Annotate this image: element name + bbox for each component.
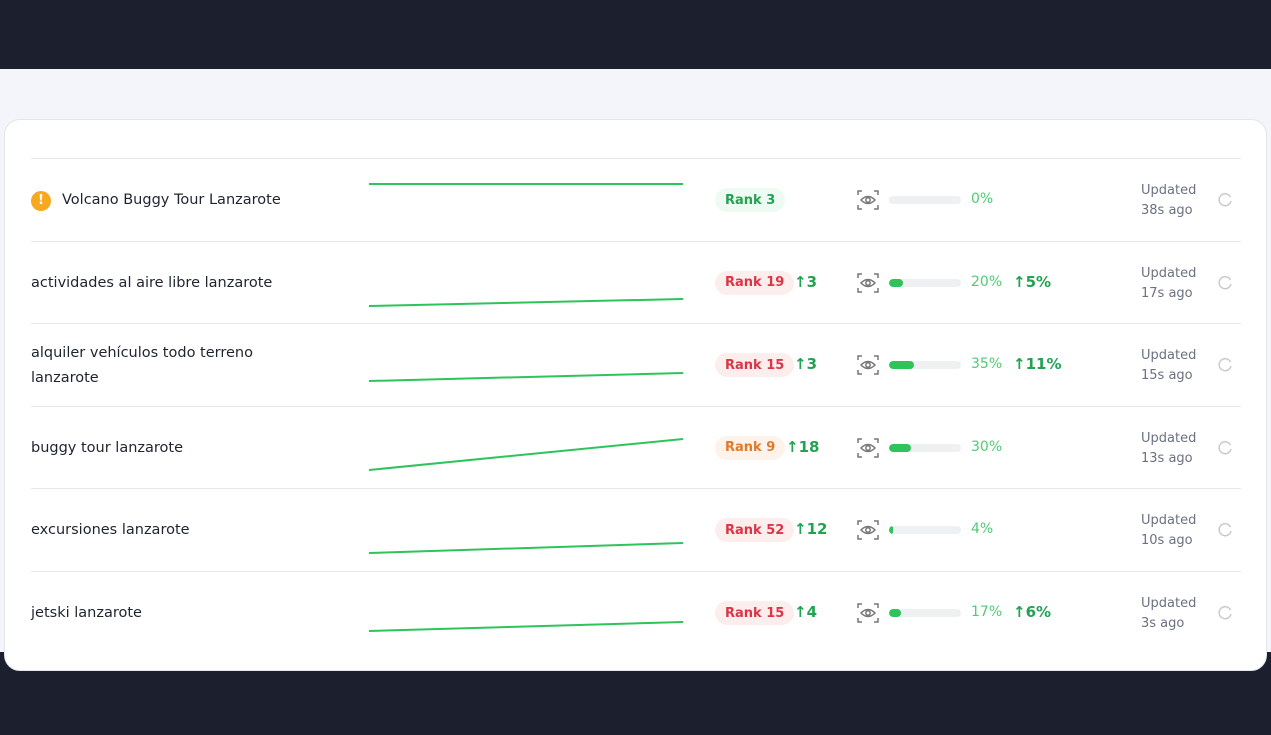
visibility-percent: 35% bbox=[971, 356, 1003, 373]
keyword-text: buggy tour lanzarote bbox=[31, 439, 184, 456]
warning-icon: ! bbox=[31, 190, 51, 211]
visibility-percent: 0% bbox=[971, 191, 994, 207]
keyword-row[interactable]: jetski lanzarote Rank 15 ↑4 17% ↑6% Updated 3s… bbox=[31, 571, 1241, 654]
keyword-row[interactable]: alquiler vehículos todo terreno lanzarot… bbox=[31, 323, 1241, 406]
visibility-change: ↑11% bbox=[1013, 355, 1062, 374]
eye-scan-icon[interactable] bbox=[857, 437, 879, 459]
eye-scan-icon[interactable] bbox=[857, 602, 879, 624]
visibility-fill bbox=[889, 526, 894, 535]
updated-time: Updated 13s ago bbox=[1141, 430, 1197, 466]
visibility-bar bbox=[889, 361, 961, 370]
refresh-icon[interactable] bbox=[1217, 605, 1233, 621]
visibility-bar bbox=[889, 526, 961, 535]
visibility-bar bbox=[889, 278, 961, 287]
top-bar bbox=[0, 0, 1271, 69]
rank-change: ↑4 bbox=[794, 603, 818, 621]
keyword-row[interactable]: actividades al aire libre lanzarote Rank … bbox=[31, 240, 1241, 325]
rank-badge: Rank 19 bbox=[715, 270, 795, 295]
visibility-percent: 4% bbox=[971, 521, 994, 538]
visibility-bar bbox=[889, 443, 961, 452]
eye-scan-icon[interactable] bbox=[857, 354, 879, 376]
eye-scan-icon[interactable] bbox=[857, 189, 879, 211]
rank-sparkline bbox=[369, 437, 684, 471]
rank-sparkline bbox=[369, 372, 684, 383]
updated-time: Updated 3s ago bbox=[1141, 596, 1197, 631]
eye-scan-icon[interactable] bbox=[857, 272, 879, 294]
keyword-text: alquiler vehículos todo terreno lanzarot… bbox=[31, 344, 253, 386]
updated-time: Updated 15s ago bbox=[1141, 348, 1197, 384]
sparkline-line bbox=[369, 621, 684, 632]
rank-sparkline bbox=[369, 621, 684, 632]
updated-time: Updated 38s ago bbox=[1141, 183, 1197, 218]
visibility-percent: 30% bbox=[971, 438, 1003, 455]
visibility-percent: 17% bbox=[971, 604, 1003, 620]
keyword-cell: alquiler vehículos todo terreno lanzarot… bbox=[31, 324, 311, 407]
keyword-row[interactable]: buggy tour lanzarote Rank 9 ↑18 30% Updated 1… bbox=[31, 405, 1241, 490]
keyword-cell: ! Volcano Buggy Tour Lanzarote bbox=[31, 159, 311, 242]
updated-time: Updated 10s ago bbox=[1141, 513, 1197, 549]
arrow-up-icon: ↑ bbox=[794, 272, 807, 291]
rank-badge: Rank 9 bbox=[715, 435, 786, 460]
keyword-cell: excursiones lanzarote bbox=[31, 489, 311, 572]
visibility-bar bbox=[889, 609, 961, 617]
arrow-up-icon: ↑ bbox=[1013, 272, 1026, 291]
arrow-up-icon: ↑ bbox=[786, 437, 799, 456]
sparkline-line bbox=[369, 437, 684, 471]
rank-badge: Rank 52 bbox=[715, 518, 795, 543]
arrow-up-icon: ↑ bbox=[1013, 355, 1026, 374]
rank-badge: Rank 3 bbox=[715, 188, 786, 212]
keyword-text: excursiones lanzarote bbox=[31, 522, 190, 539]
keyword-cell: actividades al aire libre lanzarote bbox=[31, 242, 311, 325]
rank-badge: Rank 15 bbox=[715, 601, 795, 625]
rank-sparkline bbox=[369, 542, 684, 555]
updated-time: Updated 17s ago bbox=[1141, 265, 1197, 301]
refresh-icon[interactable] bbox=[1217, 522, 1233, 538]
sparkline-line bbox=[369, 542, 684, 555]
keyword-text: jetski lanzarote bbox=[31, 605, 142, 621]
rank-sparkline bbox=[369, 183, 683, 185]
rank-change: ↑3 bbox=[794, 355, 818, 374]
rank-change: ↑18 bbox=[786, 437, 820, 456]
keyword-text: Volcano Buggy Tour Lanzarote bbox=[62, 192, 281, 208]
keyword-row[interactable]: ! Volcano Buggy Tour Lanzarote Rank 3 0% Upd… bbox=[31, 158, 1241, 241]
rank-change: ↑12 bbox=[794, 520, 828, 539]
visibility-fill bbox=[889, 443, 911, 452]
visibility-fill bbox=[889, 361, 915, 370]
refresh-icon[interactable] bbox=[1217, 275, 1233, 291]
visibility-change: ↑6% bbox=[1013, 603, 1052, 621]
keyword-text: actividades al aire libre lanzarote bbox=[31, 274, 273, 291]
rank-change: ↑3 bbox=[794, 272, 818, 291]
visibility-change: ↑5% bbox=[1013, 272, 1052, 291]
arrow-up-icon: ↑ bbox=[794, 355, 807, 374]
eye-scan-icon[interactable] bbox=[857, 519, 879, 541]
sparkline-line bbox=[369, 297, 684, 307]
visibility-percent: 20% bbox=[971, 273, 1003, 290]
visibility-fill bbox=[889, 278, 904, 287]
rank-badge: Rank 15 bbox=[715, 353, 795, 378]
keyword-row[interactable]: excursiones lanzarote Rank 52 ↑12 4% Updated… bbox=[31, 488, 1241, 571]
keyword-table-card: ! Volcano Buggy Tour Lanzarote Rank 3 0% Upd… bbox=[4, 119, 1267, 671]
keyword-cell: jetski lanzarote bbox=[31, 572, 311, 655]
rank-sparkline bbox=[369, 297, 684, 307]
visibility-fill bbox=[889, 609, 902, 617]
keyword-cell: buggy tour lanzarote bbox=[31, 407, 311, 490]
sparkline-line bbox=[369, 372, 684, 383]
arrow-up-icon: ↑ bbox=[794, 603, 807, 621]
arrow-up-icon: ↑ bbox=[794, 520, 807, 539]
refresh-icon[interactable] bbox=[1217, 440, 1233, 456]
refresh-icon[interactable] bbox=[1217, 357, 1233, 373]
visibility-bar bbox=[889, 196, 961, 204]
arrow-up-icon: ↑ bbox=[1013, 603, 1026, 621]
page-background: ! Volcano Buggy Tour Lanzarote Rank 3 0% Upd… bbox=[0, 69, 1271, 671]
refresh-icon[interactable] bbox=[1217, 192, 1233, 208]
